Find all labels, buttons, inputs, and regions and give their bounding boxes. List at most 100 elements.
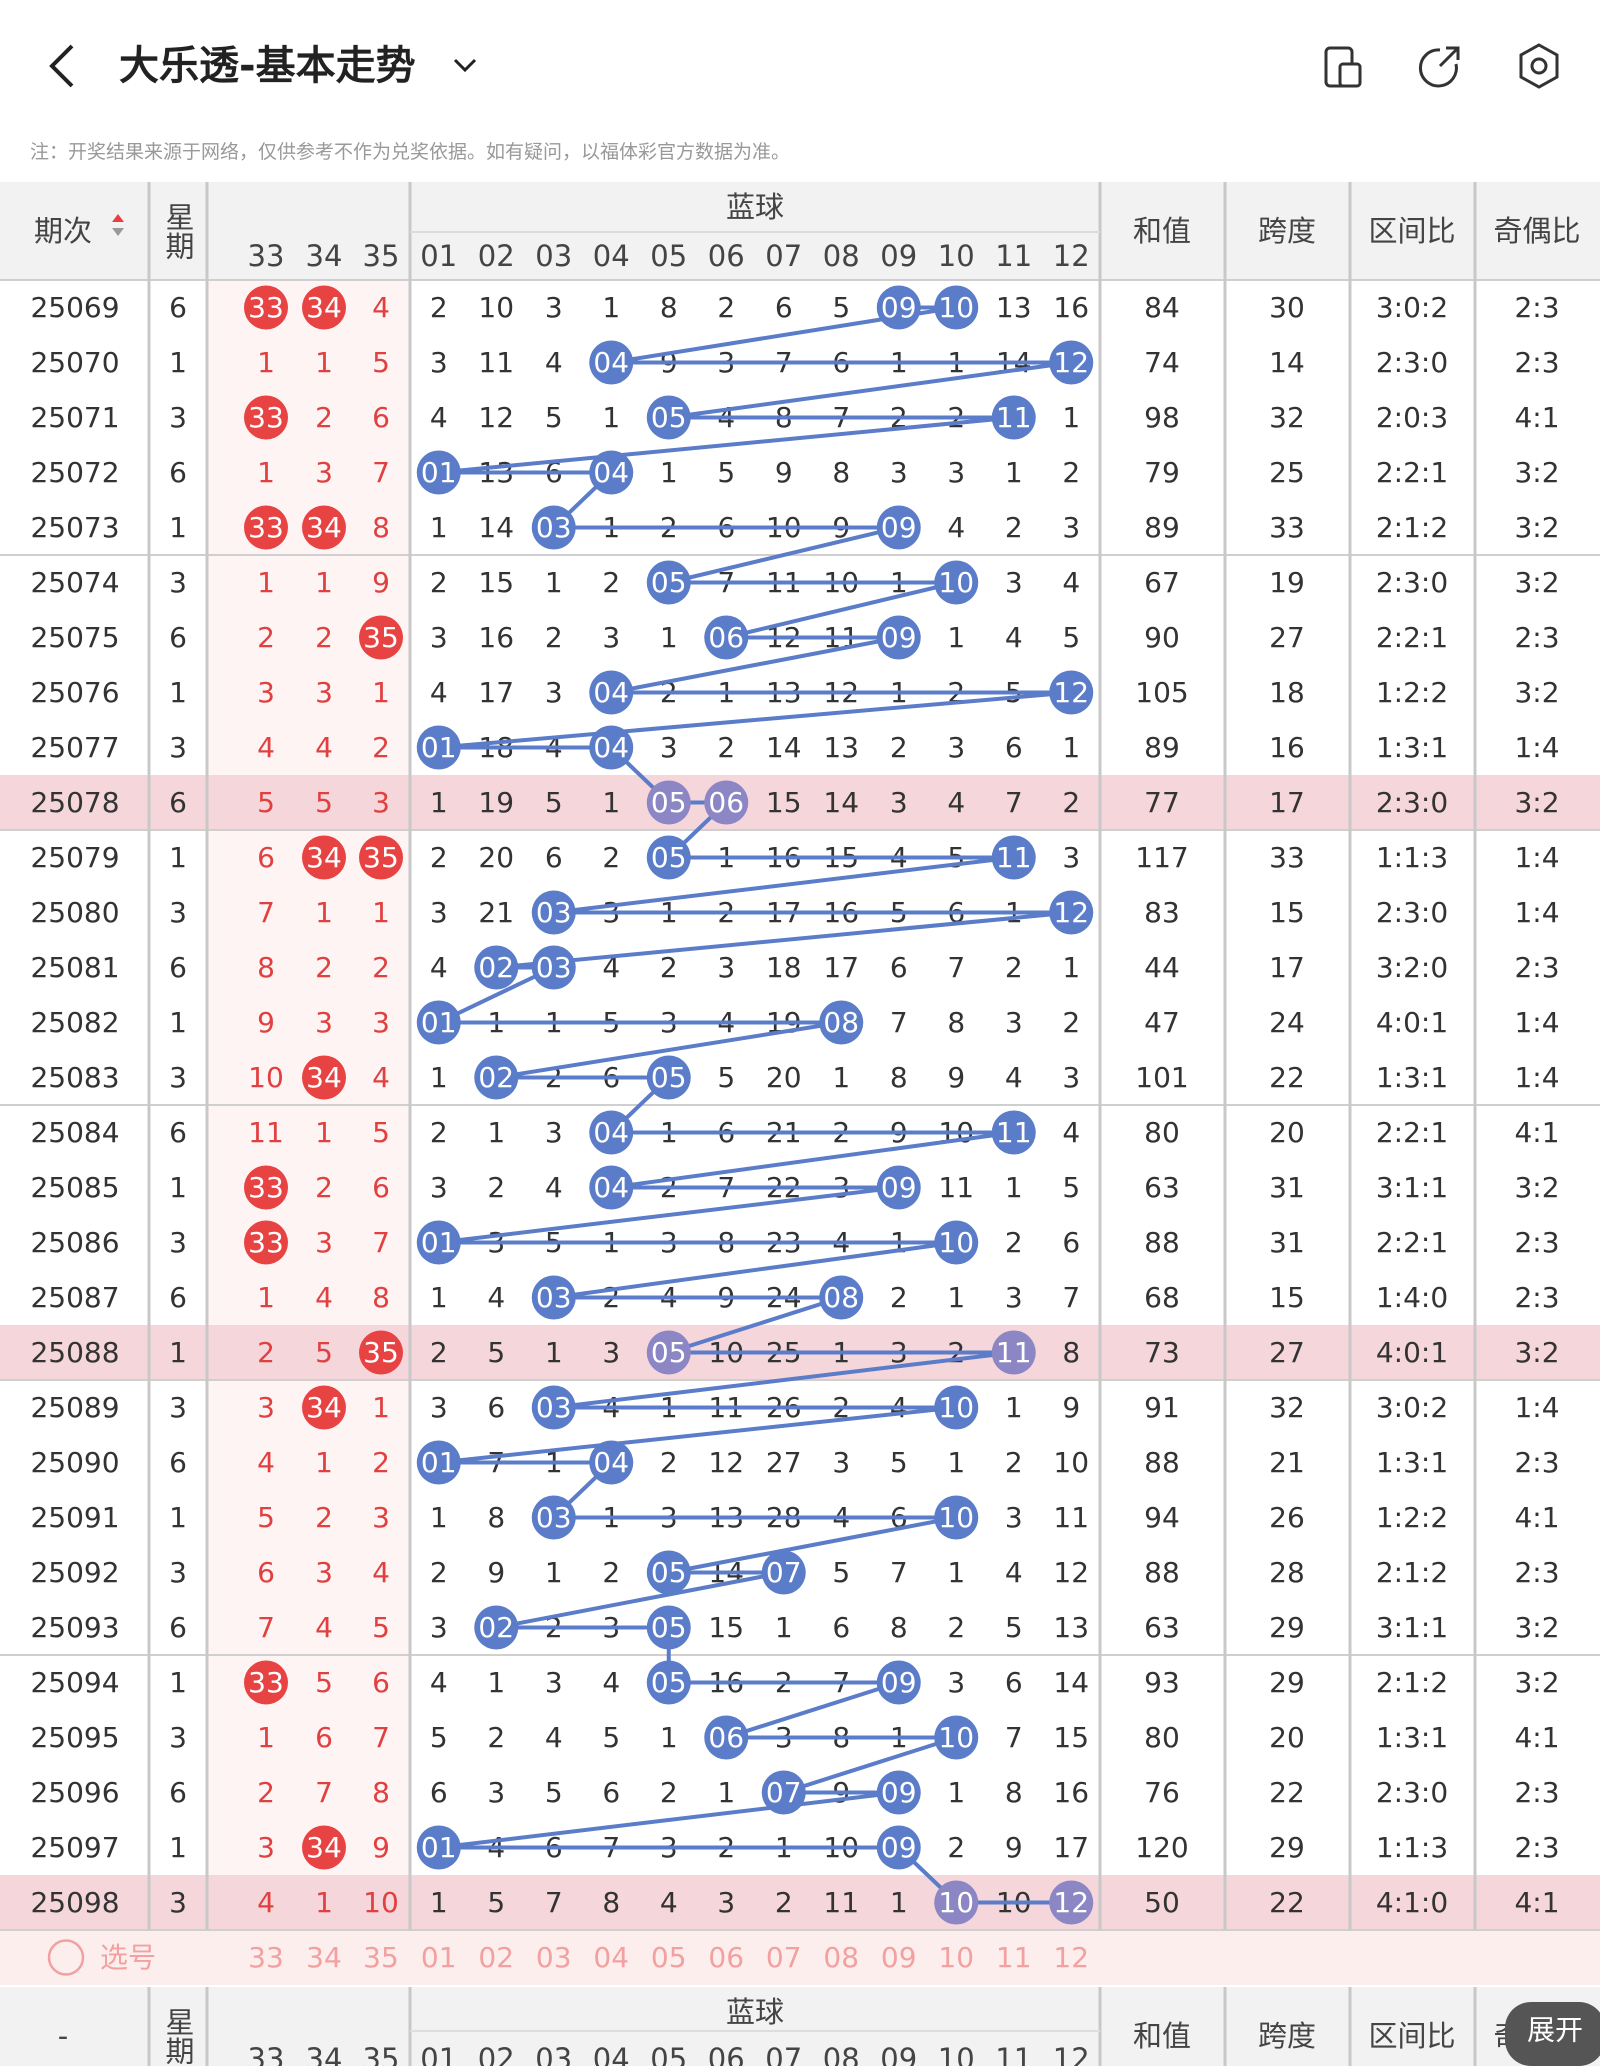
col-header: 星期	[161, 202, 195, 260]
blue-miss: 1	[487, 1116, 505, 1149]
blue-ball-number: 05	[651, 566, 687, 599]
red-ball-number: 33	[248, 291, 284, 324]
col-header: 01	[420, 2042, 457, 2066]
blue-ball	[646, 835, 691, 880]
blue-miss: 2	[1005, 511, 1023, 544]
zone: 2:1:2	[1376, 1556, 1448, 1589]
blue-miss: 9	[1062, 1391, 1080, 1424]
oe: 3:2	[1514, 511, 1559, 544]
select-number[interactable]: 35	[363, 1941, 399, 1974]
settings-icon[interactable]	[1519, 43, 1559, 89]
zone: 2:3:0	[1376, 566, 1448, 599]
red-miss: 3	[257, 676, 275, 709]
oe: 3:2	[1514, 566, 1559, 599]
blue-miss: 3	[430, 896, 448, 929]
select-number[interactable]: 03	[536, 1941, 572, 1974]
blue-ball-number: 07	[766, 1556, 802, 1589]
select-number[interactable]: 04	[593, 1941, 629, 1974]
weekday: 3	[169, 1556, 187, 1589]
blue-miss: 3	[602, 1336, 620, 1369]
blue-miss: 1	[545, 1336, 563, 1369]
select-number[interactable]: 06	[708, 1941, 744, 1974]
page-title[interactable]: 大乐透-基本走势	[119, 43, 416, 89]
select-number[interactable]: 07	[766, 1941, 802, 1974]
span: 29	[1269, 1611, 1305, 1644]
blue-miss: 3	[890, 786, 908, 819]
blue-ball-number: 07	[766, 1776, 802, 1809]
span: 22	[1269, 1886, 1305, 1919]
red-miss: 2	[315, 951, 333, 984]
blue-miss: 3	[602, 621, 620, 654]
blue-ball	[416, 1825, 461, 1870]
select-number[interactable]: 08	[823, 1941, 859, 1974]
blue-miss: 10	[478, 291, 514, 324]
blue-ball-number: 09	[881, 291, 917, 324]
sum: 77	[1144, 786, 1180, 819]
title-dropdown[interactable]	[453, 58, 477, 73]
red-miss: 1	[315, 346, 333, 379]
select-number[interactable]: 02	[478, 1941, 514, 1974]
blue-miss: 3	[947, 456, 965, 489]
blue-ball	[531, 1275, 576, 1320]
expand-button[interactable]	[1505, 2002, 1600, 2066]
red-miss: 3	[372, 1501, 390, 1534]
blue-miss: 3	[1005, 1281, 1023, 1314]
device-icon[interactable]	[1324, 46, 1362, 88]
blue-ball-number: 06	[708, 621, 744, 654]
red-miss: 2	[257, 1776, 275, 1809]
red-miss: 2	[372, 951, 390, 984]
select-label[interactable]: 选号	[100, 1941, 156, 1974]
select-number[interactable]: 12	[1053, 1941, 1089, 1974]
select-number[interactable]: 11	[996, 1941, 1032, 1974]
select-radio[interactable]	[47, 1939, 85, 1976]
sum: 74	[1144, 346, 1180, 379]
red-miss: 11	[248, 1116, 284, 1149]
red-miss: 6	[257, 1556, 275, 1589]
span: 24	[1269, 1006, 1305, 1039]
span: 28	[1269, 1556, 1305, 1589]
blue-ball	[876, 1770, 921, 1815]
blue-miss: 1	[430, 1501, 448, 1534]
red-miss: 7	[315, 1776, 333, 1809]
blue-miss: 5	[545, 786, 563, 819]
blue-miss: 5	[602, 1721, 620, 1754]
select-number[interactable]: 33	[248, 1941, 284, 1974]
red-ball-number: 34	[306, 1831, 342, 1864]
red-miss: 4	[315, 731, 333, 764]
blue-miss: 7	[947, 951, 965, 984]
blue-miss: 4	[660, 1886, 678, 1919]
zone: 2:0:3	[1376, 401, 1448, 434]
col-header: 奇偶比	[1493, 214, 1580, 248]
select-number[interactable]: 05	[651, 1941, 687, 1974]
zone: 2:3:0	[1376, 786, 1448, 819]
span: 19	[1269, 566, 1305, 599]
blue-miss: 14	[823, 786, 859, 819]
blue-miss: 2	[660, 1776, 678, 1809]
red-miss: 10	[363, 1886, 399, 1919]
blue-ball	[416, 1000, 461, 1045]
select-number[interactable]: 10	[938, 1941, 974, 1974]
issue: 25071	[30, 401, 119, 434]
blue-miss: 5	[1062, 1171, 1080, 1204]
select-number[interactable]: 01	[421, 1941, 457, 1974]
select-number[interactable]: 34	[306, 1941, 342, 1974]
select-number[interactable]: 09	[881, 1941, 917, 1974]
weekday: 6	[169, 456, 187, 489]
blue-ball-number: 11	[996, 841, 1032, 874]
blue-ball-number: 05	[651, 1611, 687, 1644]
expand-label[interactable]: 展开	[1527, 2014, 1583, 2047]
issue: 25086	[30, 1226, 119, 1259]
col-header: 07	[765, 2042, 802, 2066]
blue-miss: 3	[545, 676, 563, 709]
oe: 4:1	[1514, 401, 1559, 434]
back-button[interactable]	[49, 44, 74, 88]
blue-miss: 3	[430, 1171, 448, 1204]
zone: 2:2:1	[1376, 1116, 1448, 1149]
weekday: 3	[169, 566, 187, 599]
weekday: 6	[169, 1611, 187, 1644]
blue-miss: 13	[823, 731, 859, 764]
blue-miss: 4	[947, 786, 965, 819]
share-icon[interactable]	[1418, 46, 1460, 88]
